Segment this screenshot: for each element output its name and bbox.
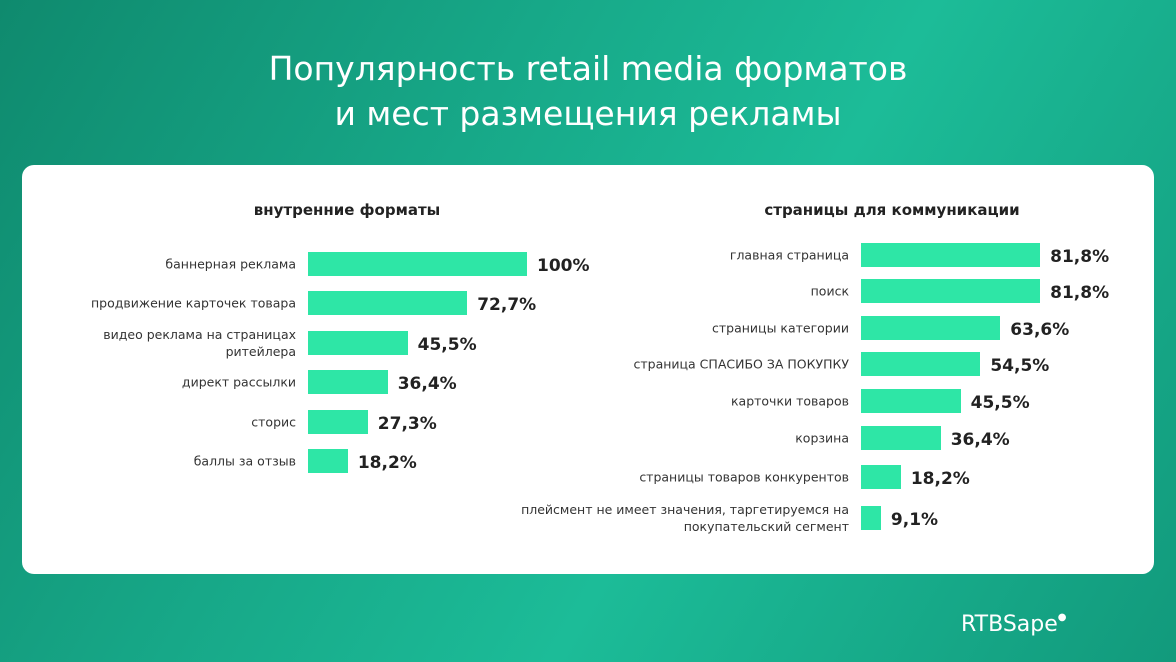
value-label: 18,2% bbox=[357, 453, 417, 473]
title-line-2: и мест размещения рекламы bbox=[334, 94, 842, 133]
bar bbox=[308, 410, 368, 434]
value-label: 81,8% bbox=[1050, 283, 1110, 303]
value-label: 36,4% bbox=[950, 430, 1010, 450]
bar bbox=[861, 465, 901, 489]
value-label: 63,6% bbox=[1010, 320, 1070, 340]
bar bbox=[308, 291, 468, 315]
bar bbox=[308, 252, 527, 276]
category-label: главная страница bbox=[729, 247, 849, 263]
bar bbox=[861, 316, 1001, 340]
right-chart-title: страницы для коммуникации bbox=[764, 201, 1020, 219]
bar bbox=[308, 449, 348, 473]
value-label: 36,4% bbox=[397, 374, 457, 394]
bar bbox=[861, 426, 941, 450]
chart-card: внутренние форматы страницы для коммуник… bbox=[22, 165, 1154, 574]
category-label: карточки товаров bbox=[730, 393, 849, 409]
category-label: видео реклама на страницах ритейлера bbox=[103, 327, 296, 359]
bar bbox=[861, 352, 981, 376]
category-label: плейсмент не имеет значения, таргетируем… bbox=[521, 502, 849, 534]
value-label: 81,8% bbox=[1050, 247, 1110, 267]
bar bbox=[308, 331, 408, 355]
logo-text: RTBSape bbox=[961, 612, 1058, 637]
value-label: 27,3% bbox=[377, 414, 437, 434]
bar bbox=[861, 243, 1041, 267]
title-line-1: Популярность retail media форматов bbox=[268, 49, 908, 88]
value-label: 72,7% bbox=[477, 295, 537, 315]
value-label: 45,5% bbox=[970, 393, 1030, 413]
page-title: Популярность retail media форматов и мес… bbox=[0, 46, 1176, 136]
value-label: 18,2% bbox=[910, 469, 970, 489]
bar bbox=[861, 389, 961, 413]
category-label: сторис bbox=[251, 414, 296, 430]
rtbsape-logo: RTBSape● bbox=[961, 612, 1067, 637]
value-label: 100% bbox=[537, 256, 590, 276]
bar bbox=[861, 506, 881, 530]
category-label: поиск bbox=[810, 283, 849, 299]
category-label: продвижение карточек товара bbox=[90, 295, 296, 311]
category-label: директ рассылки bbox=[181, 374, 296, 390]
bar bbox=[308, 370, 388, 394]
category-label: страницы категории bbox=[712, 320, 849, 336]
value-label: 45,5% bbox=[417, 335, 477, 355]
category-label: корзина bbox=[795, 430, 849, 446]
bar bbox=[861, 279, 1041, 303]
left-chart-title: внутренние форматы bbox=[253, 201, 441, 219]
value-label: 9,1% bbox=[890, 510, 939, 530]
category-label: баллы за отзыв bbox=[193, 453, 296, 469]
category-label: баннерная реклама bbox=[165, 256, 296, 272]
category-label: страницы товаров конкурентов bbox=[639, 469, 849, 485]
value-label: 54,5% bbox=[990, 356, 1050, 376]
category-label: страница СПАСИБО ЗА ПОКУПКУ bbox=[633, 356, 850, 372]
